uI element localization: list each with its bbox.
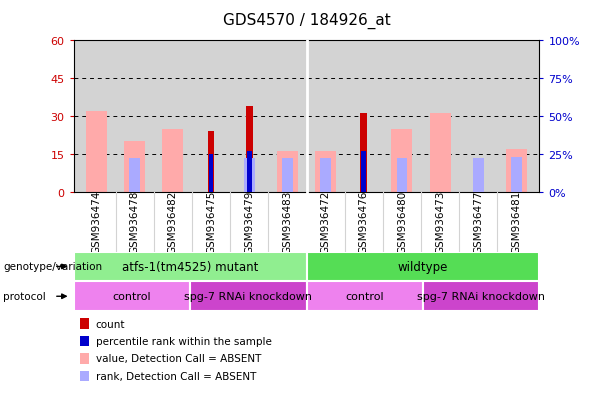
Text: value, Detection Call = ABSENT: value, Detection Call = ABSENT: [96, 354, 261, 363]
Text: GSM936483: GSM936483: [283, 190, 292, 254]
Text: spg-7 RNAi knockdown: spg-7 RNAi knockdown: [417, 292, 545, 301]
Bar: [306, 282, 423, 311]
Text: count: count: [96, 319, 125, 329]
Bar: [360, 114, 367, 192]
Bar: [209, 154, 213, 192]
Bar: [392, 129, 413, 192]
Text: GSM936476: GSM936476: [359, 190, 369, 254]
Text: GSM936472: GSM936472: [321, 190, 330, 254]
Bar: [190, 282, 306, 311]
Text: GSM936477: GSM936477: [473, 190, 483, 254]
Text: GSM936474: GSM936474: [91, 190, 102, 254]
Text: GSM936482: GSM936482: [168, 190, 178, 254]
Text: GSM936475: GSM936475: [206, 190, 216, 254]
Bar: [362, 151, 366, 192]
Bar: [473, 159, 484, 192]
Bar: [430, 114, 451, 192]
Bar: [74, 252, 306, 282]
Text: spg-7 RNAi knockdown: spg-7 RNAi knockdown: [185, 292, 312, 301]
Text: control: control: [112, 292, 151, 301]
Bar: [320, 159, 331, 192]
Text: GSM936478: GSM936478: [130, 190, 140, 254]
Text: GSM936473: GSM936473: [435, 190, 445, 254]
Text: genotype/variation: genotype/variation: [3, 262, 102, 272]
Text: protocol: protocol: [3, 292, 46, 301]
Bar: [162, 129, 183, 192]
Bar: [315, 152, 336, 192]
Text: control: control: [345, 292, 384, 301]
Bar: [208, 132, 215, 192]
Text: atfs-1(tm4525) mutant: atfs-1(tm4525) mutant: [122, 260, 258, 273]
Bar: [506, 150, 527, 192]
Text: GSM936481: GSM936481: [511, 190, 522, 254]
Bar: [74, 282, 190, 311]
Bar: [86, 112, 107, 192]
Bar: [511, 157, 522, 192]
Text: GSM936480: GSM936480: [397, 190, 407, 254]
Bar: [282, 159, 293, 192]
Text: GDS4570 / 184926_at: GDS4570 / 184926_at: [223, 12, 390, 28]
Text: GSM936479: GSM936479: [244, 190, 254, 254]
Bar: [277, 152, 298, 192]
Bar: [423, 282, 539, 311]
Text: wildtype: wildtype: [398, 260, 448, 273]
Bar: [124, 142, 145, 192]
Text: rank, Detection Call = ABSENT: rank, Detection Call = ABSENT: [96, 371, 256, 381]
Bar: [247, 151, 251, 192]
Bar: [306, 252, 539, 282]
Bar: [246, 107, 253, 192]
Bar: [244, 159, 254, 192]
Bar: [129, 159, 140, 192]
Text: percentile rank within the sample: percentile rank within the sample: [96, 336, 272, 346]
Bar: [397, 159, 407, 192]
